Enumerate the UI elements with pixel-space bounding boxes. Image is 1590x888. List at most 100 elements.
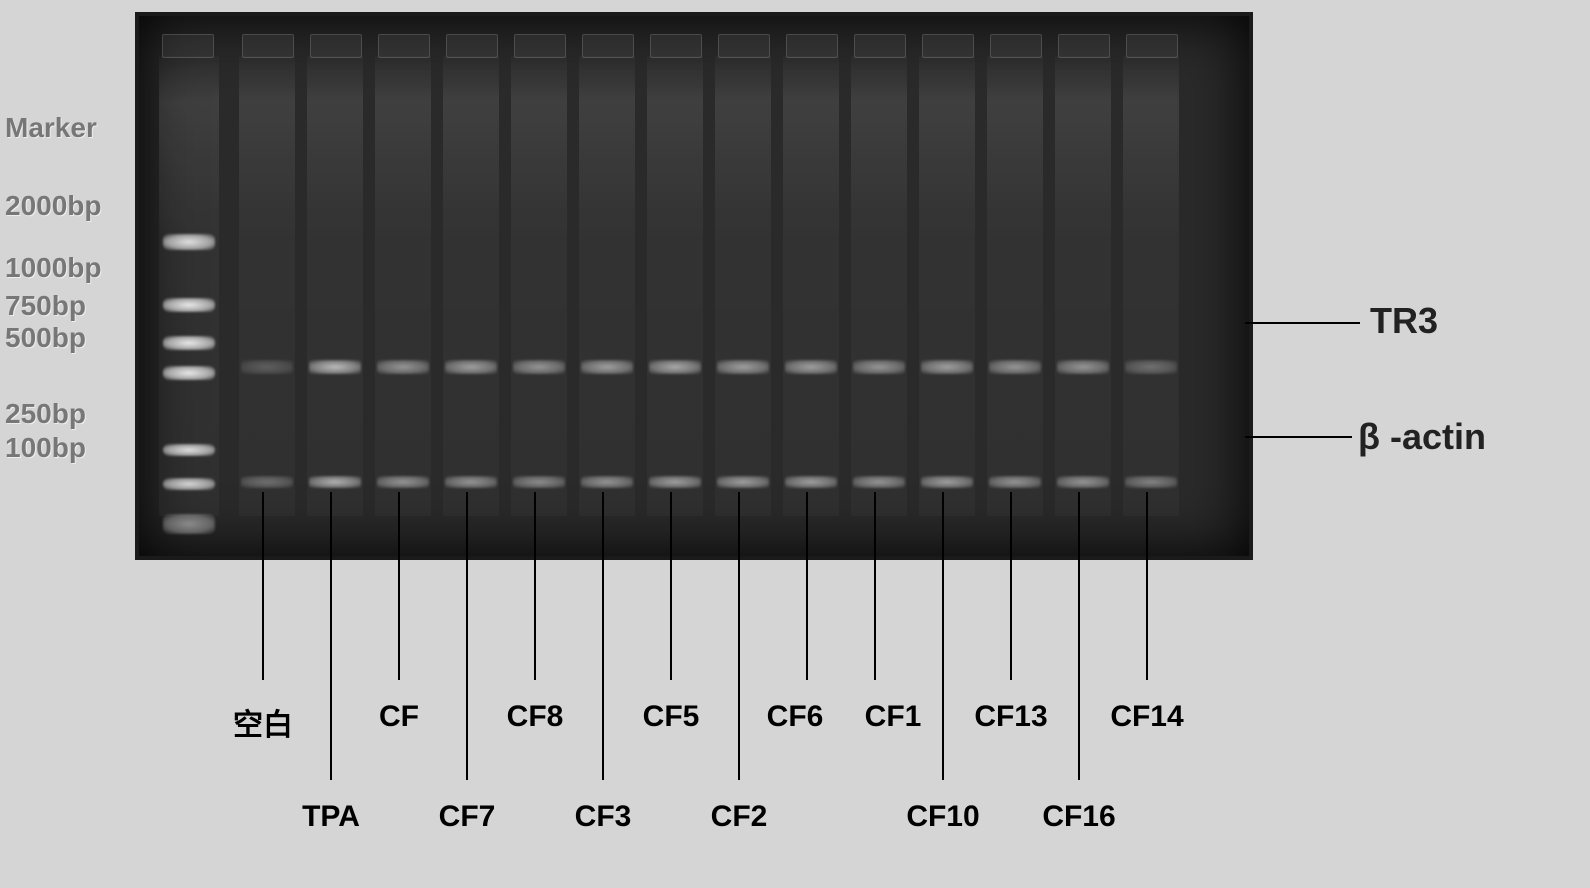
well bbox=[990, 34, 1042, 58]
lane-leader-line bbox=[1146, 492, 1148, 680]
lane-leader-line bbox=[398, 492, 400, 680]
band-actin bbox=[445, 476, 497, 488]
well bbox=[786, 34, 838, 58]
marker-label: 1000bp bbox=[5, 252, 102, 284]
lane-leader-line bbox=[534, 492, 536, 680]
band-tr3 bbox=[717, 360, 769, 374]
well bbox=[718, 34, 770, 58]
band-actin bbox=[853, 476, 905, 488]
lane-label: CF10 bbox=[906, 800, 979, 834]
lane-label: CF6 bbox=[767, 700, 824, 734]
sample-lane bbox=[239, 56, 295, 516]
well bbox=[310, 34, 362, 58]
ladder-band bbox=[163, 478, 215, 490]
lane-label: 空白 bbox=[233, 700, 293, 744]
marker-label: Marker bbox=[5, 112, 97, 144]
lane-label: TPA bbox=[302, 800, 360, 834]
band-actin bbox=[989, 476, 1041, 488]
lane-leader-line bbox=[466, 492, 468, 780]
well bbox=[378, 34, 430, 58]
sample-lane bbox=[375, 56, 431, 516]
band-actin bbox=[717, 476, 769, 488]
ladder-lane bbox=[159, 56, 219, 516]
ladder-band bbox=[163, 298, 215, 312]
band-actin bbox=[921, 476, 973, 488]
band-tr3 bbox=[1125, 360, 1177, 374]
sample-lane bbox=[307, 56, 363, 516]
lane-label: CF2 bbox=[711, 800, 768, 834]
gel-image bbox=[135, 12, 1253, 560]
marker-label: 250bp bbox=[5, 398, 86, 430]
band-actin bbox=[785, 476, 837, 488]
lane-label: CF bbox=[379, 700, 419, 734]
sample-lane bbox=[987, 56, 1043, 516]
band-tr3 bbox=[241, 360, 293, 374]
sample-lane bbox=[579, 56, 635, 516]
lane-leader-line bbox=[670, 492, 672, 680]
band-tr3 bbox=[581, 360, 633, 374]
lane-leader-line bbox=[1078, 492, 1080, 780]
well bbox=[162, 34, 214, 58]
band-actin bbox=[581, 476, 633, 488]
band-actin bbox=[309, 476, 361, 488]
lane-label: CF14 bbox=[1110, 700, 1183, 734]
lane-label: CF1 bbox=[865, 700, 922, 734]
sample-lane bbox=[443, 56, 499, 516]
ladder-band bbox=[163, 514, 215, 534]
band-tr3 bbox=[853, 360, 905, 374]
band-tr3 bbox=[513, 360, 565, 374]
lane-label: CF7 bbox=[439, 800, 496, 834]
lane-label: CF8 bbox=[507, 700, 564, 734]
band-tr3 bbox=[445, 360, 497, 374]
marker-label: 750bp bbox=[5, 290, 86, 322]
well bbox=[242, 34, 294, 58]
well bbox=[650, 34, 702, 58]
leader-line bbox=[1245, 436, 1352, 438]
band-actin bbox=[1057, 476, 1109, 488]
band-tr3 bbox=[989, 360, 1041, 374]
band-tr3 bbox=[377, 360, 429, 374]
ladder-band bbox=[163, 366, 215, 380]
well bbox=[514, 34, 566, 58]
marker-label: 2000bp bbox=[5, 190, 102, 222]
sample-lane bbox=[715, 56, 771, 516]
sample-lane bbox=[919, 56, 975, 516]
sample-lane bbox=[511, 56, 567, 516]
band-actin bbox=[241, 476, 293, 488]
sample-lane bbox=[783, 56, 839, 516]
right-label: TR3 bbox=[1370, 300, 1438, 342]
ladder-band bbox=[163, 234, 215, 250]
lane-leader-line bbox=[330, 492, 332, 780]
sample-lane bbox=[1123, 56, 1179, 516]
band-tr3 bbox=[921, 360, 973, 374]
well bbox=[1126, 34, 1178, 58]
lane-leader-line bbox=[738, 492, 740, 780]
band-actin bbox=[649, 476, 701, 488]
lane-leader-line bbox=[262, 492, 264, 680]
well bbox=[582, 34, 634, 58]
ladder-band bbox=[163, 336, 215, 350]
sample-lane bbox=[1055, 56, 1111, 516]
well bbox=[446, 34, 498, 58]
band-actin bbox=[377, 476, 429, 488]
lane-leader-line bbox=[602, 492, 604, 780]
lane-label: CF5 bbox=[643, 700, 700, 734]
lane-leader-line bbox=[1010, 492, 1012, 680]
band-tr3 bbox=[649, 360, 701, 374]
well bbox=[922, 34, 974, 58]
band-actin bbox=[513, 476, 565, 488]
right-label: β -actin bbox=[1358, 416, 1486, 458]
band-tr3 bbox=[309, 360, 361, 374]
sample-lane bbox=[851, 56, 907, 516]
sample-lane bbox=[647, 56, 703, 516]
figure-page: Marker2000bp1000bp750bp500bp250bp100bp T… bbox=[0, 0, 1590, 888]
lane-label: CF16 bbox=[1042, 800, 1115, 834]
band-actin bbox=[1125, 476, 1177, 488]
lane-leader-line bbox=[942, 492, 944, 780]
well bbox=[1058, 34, 1110, 58]
lane-leader-line bbox=[874, 492, 876, 680]
marker-label: 500bp bbox=[5, 322, 86, 354]
band-tr3 bbox=[785, 360, 837, 374]
lane-label: CF3 bbox=[575, 800, 632, 834]
band-tr3 bbox=[1057, 360, 1109, 374]
